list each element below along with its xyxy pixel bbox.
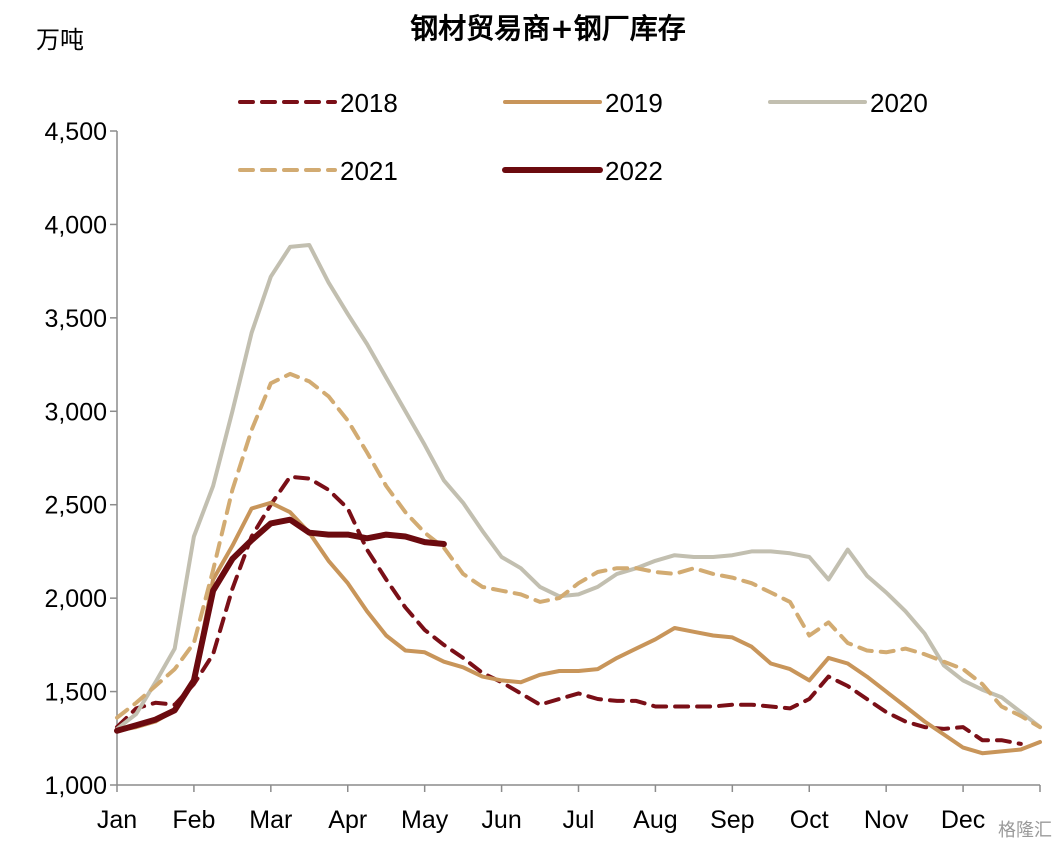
- y-tick-label: 3,000: [44, 398, 107, 426]
- x-tick-label: Aug: [633, 806, 677, 834]
- series-line-2019: [115, 500, 1042, 756]
- legend-label: 2021: [340, 156, 398, 186]
- series-layer: [114, 243, 1042, 756]
- y-tick-label: 3,500: [44, 305, 107, 333]
- legend-item-2018: 2018: [238, 88, 398, 118]
- x-tick-label: Jun: [481, 806, 521, 834]
- x-tick-label: Jan: [97, 806, 137, 834]
- y-axis-unit-label: 万吨: [36, 26, 84, 54]
- y-tick-label: 4,500: [44, 118, 107, 146]
- y-tick-label: 1,500: [44, 679, 107, 707]
- legend-label: 2020: [870, 88, 928, 118]
- legend-label: 2022: [605, 156, 663, 186]
- x-tick-label: Sep: [710, 806, 754, 834]
- series-line-2018: [115, 474, 1023, 746]
- x-tick-label: Oct: [790, 806, 829, 834]
- axes: 1,000 1,500 2,000 2,500 3,000 3,500 4,000 4,500…: [44, 118, 1041, 834]
- y-tick-label: 1,000: [44, 772, 107, 800]
- x-tick-label: Feb: [172, 806, 215, 834]
- series-line-2020: [115, 243, 1042, 731]
- legend-label: 2018: [340, 88, 398, 118]
- chart-title: 钢材贸易商+钢厂库存: [410, 12, 685, 45]
- x-tick-label: Jul: [563, 806, 595, 834]
- x-tick-label: Dec: [941, 806, 985, 834]
- y-tick-label: 4,000: [44, 211, 107, 239]
- x-tick-label: May: [401, 806, 449, 834]
- series-line-2021: [115, 371, 1042, 730]
- x-tick-label: Nov: [864, 806, 909, 834]
- watermark: 格隆汇: [998, 820, 1052, 841]
- y-tick-label: 2,000: [44, 585, 107, 613]
- legend-item-2020: 2020: [768, 88, 928, 118]
- x-tick-label: Apr: [328, 806, 367, 834]
- legend-label: 2019: [605, 88, 663, 118]
- legend-item-2022: 2022: [502, 156, 663, 186]
- y-tick-label: 2,500: [44, 492, 107, 520]
- x-tick-label: Mar: [249, 806, 292, 834]
- legend-item-2021: 2021: [238, 156, 398, 186]
- series-line-2022: [114, 516, 447, 734]
- legend: 2018 2019 2020 2021 2022: [238, 88, 928, 186]
- legend-item-2019: 2019: [503, 88, 663, 118]
